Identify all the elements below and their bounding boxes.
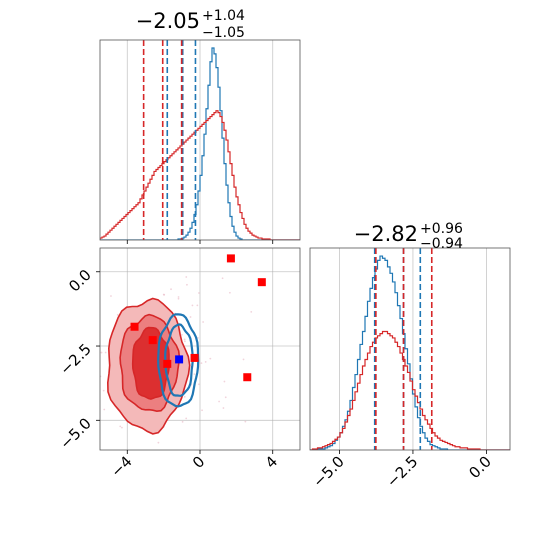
scatter-point	[191, 304, 194, 307]
scatter-point	[76, 297, 78, 299]
scatter-point	[242, 358, 245, 361]
scatter-point	[69, 250, 71, 252]
scatter-point	[202, 321, 205, 323]
hist-param1-title-lower: −1.05	[202, 25, 245, 41]
square-marker	[226, 254, 235, 263]
y-tick-label: −2.5	[56, 340, 94, 378]
square-marker	[175, 355, 184, 364]
scatter-point	[244, 420, 247, 423]
scatter-point	[170, 288, 172, 291]
scatter-point	[183, 395, 186, 398]
scatter-point	[177, 297, 180, 300]
scatter-point	[221, 455, 223, 457]
hist-step-series-1	[310, 255, 510, 450]
scatter-point	[121, 426, 123, 429]
scatter-point	[196, 304, 199, 307]
hist-step-series-1	[100, 47, 300, 240]
scatter-point	[181, 420, 184, 423]
scatter-point	[177, 296, 180, 298]
scatter-markers	[130, 254, 266, 382]
scatter-point	[186, 283, 188, 286]
scatter-point	[228, 291, 231, 294]
scatter-point	[201, 409, 203, 412]
scatter-point	[185, 417, 188, 420]
scatter-point	[197, 383, 200, 386]
scatter-point	[104, 351, 107, 354]
scatter-point	[222, 407, 225, 409]
square-marker	[243, 373, 252, 382]
scatter-point	[162, 293, 165, 296]
scatter-point	[221, 277, 224, 280]
x-tick-label: −2.5	[383, 452, 421, 490]
scatter-point	[218, 400, 220, 403]
scatter-point	[157, 441, 160, 444]
x-tick-label: −4	[107, 452, 135, 480]
scatter-point	[103, 408, 106, 411]
hist-param1-title-median: −2.05	[136, 9, 200, 33]
scatter-point	[185, 276, 188, 278]
scatter-point	[209, 357, 212, 360]
hist-step-series-2	[100, 110, 300, 240]
scatter-point	[94, 413, 96, 415]
hist-param1-title-upper: +1.04	[202, 8, 245, 24]
hist-param2-ticks: −5.0 −2.5 0.0	[309, 450, 495, 491]
hist-param1-grid	[126, 40, 274, 240]
square-marker	[163, 359, 172, 368]
hist-param2-title-lower: −0.94	[420, 236, 463, 252]
scatter-panel: −4 0 4 0.0 −2.5 −5.0	[56, 235, 310, 481]
scatter-point	[180, 333, 183, 336]
scatter-point	[183, 338, 186, 341]
scatter-point	[131, 235, 133, 237]
scatter-point	[200, 362, 203, 365]
scatter-point	[197, 336, 199, 339]
contour-blue-outer	[157, 313, 200, 408]
scatter-point	[224, 396, 227, 399]
hist-param2-quantiles	[373, 248, 433, 450]
square-marker	[148, 336, 157, 345]
scatter-point	[72, 318, 74, 320]
scatter-point	[94, 359, 96, 361]
square-marker	[130, 322, 139, 331]
square-marker	[257, 278, 266, 287]
x-tick-label: 0.0	[465, 452, 495, 482]
scatter-contours	[106, 297, 200, 435]
scatter-point	[250, 310, 253, 313]
hist-param2-frame	[309, 247, 511, 451]
scatter-point	[62, 348, 64, 350]
scatter-point	[193, 373, 196, 376]
x-tick-label: 4	[262, 452, 281, 471]
x-tick-label: −5.0	[309, 452, 347, 490]
y-tick-label: 0.0	[65, 266, 95, 296]
scatter-point	[189, 316, 192, 318]
x-tick-label: 0	[189, 452, 208, 471]
hist-param2-title-upper: +0.96	[420, 221, 463, 237]
scatter-point	[204, 361, 207, 363]
hist-param2-title-median: −2.82	[354, 222, 418, 246]
y-tick-label: −5.0	[56, 414, 94, 452]
scatter-point	[116, 313, 119, 316]
hist-step-series-2	[310, 330, 510, 450]
scatter-point	[90, 329, 92, 331]
hist-panel-param1: −2.05 +1.04 −1.05	[99, 8, 301, 244]
scatter-point	[119, 425, 122, 428]
hist-panel-param2: −5.0 −2.5 0.0 −2.82 +0.96 −0.94	[309, 221, 511, 491]
hist-param1-series	[100, 47, 300, 240]
scatter-point	[223, 380, 226, 383]
scatter-point	[102, 389, 105, 392]
scatter-point	[183, 340, 186, 343]
hist-param2-series	[310, 255, 510, 450]
hist-param2-grid	[339, 248, 487, 450]
scatter-point	[100, 351, 103, 354]
hist-param1-ticks	[126, 240, 274, 244]
scatter-point	[90, 338, 92, 340]
scatter-point	[198, 292, 200, 294]
scatter-point	[110, 295, 112, 297]
square-marker	[190, 353, 199, 362]
hist-param1-quantiles	[142, 40, 197, 240]
scatter-point	[308, 348, 310, 350]
